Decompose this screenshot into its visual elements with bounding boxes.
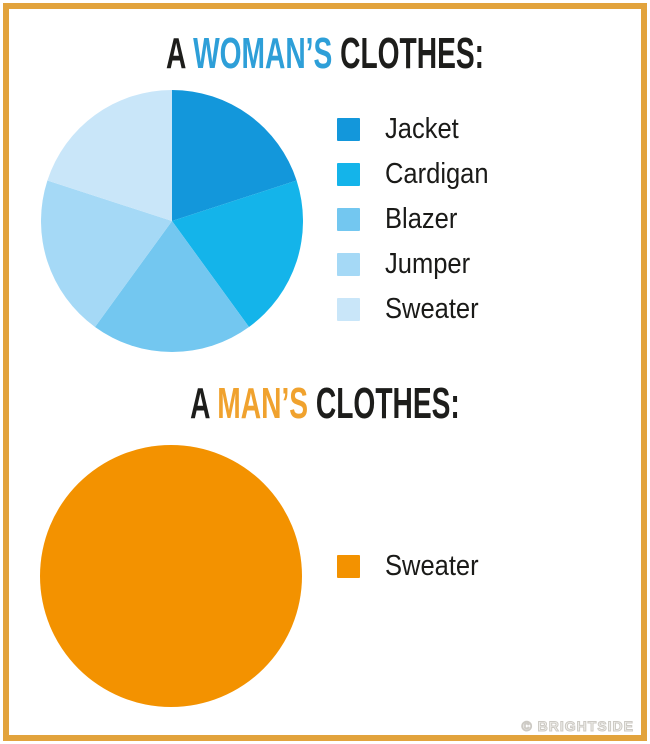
legend-swatch [337, 555, 360, 578]
man-pie-chart [40, 445, 302, 707]
woman-title-prefix: A [165, 29, 186, 78]
man-title-suffix: CLOTHES: [315, 379, 460, 428]
legend-swatch [337, 208, 360, 231]
legend-swatch [337, 298, 360, 321]
legend-swatch [337, 118, 360, 141]
legend-label: Cardigan [385, 158, 489, 190]
legend-label: Sweater [385, 550, 479, 582]
legend-item: Jumper [337, 242, 503, 287]
pie-slice-cardigan [172, 180, 303, 327]
legend-item: Sweater [337, 287, 503, 332]
legend-label: Jacket [385, 113, 459, 145]
man-chart-title: A MAN’S CLOTHES: [117, 381, 533, 427]
woman-pie-chart [41, 90, 303, 352]
man-legend: Sweater [337, 544, 491, 589]
woman-legend: Jacket Cardigan Blazer Jumper Sweater [337, 107, 503, 332]
legend-swatch [337, 253, 360, 276]
legend-label: Blazer [385, 203, 458, 235]
pie-slice-sweater [47, 90, 172, 221]
man-title-highlight: MAN’S [217, 379, 309, 428]
man-title-prefix: A [190, 379, 210, 428]
woman-title-highlight: WOMAN’S [193, 29, 333, 78]
legend-label: Sweater [385, 293, 479, 325]
legend-item: Cardigan [337, 152, 503, 197]
legend-label: Jumper [385, 248, 471, 280]
woman-title-suffix: CLOTHES: [340, 29, 485, 78]
woman-chart-title: A WOMAN’S CLOTHES: [117, 31, 533, 77]
brightside-watermark: © BRIGHTSIDE [521, 718, 634, 735]
legend-item: Sweater [337, 544, 491, 589]
pie-slice-blazer [94, 221, 250, 352]
legend-item: Jacket [337, 107, 503, 152]
pie-slice-sweater [40, 445, 302, 707]
legend-swatch [337, 163, 360, 186]
pie-slice-jumper [41, 180, 172, 327]
pie-slice-jacket [172, 90, 297, 221]
legend-item: Blazer [337, 197, 503, 242]
